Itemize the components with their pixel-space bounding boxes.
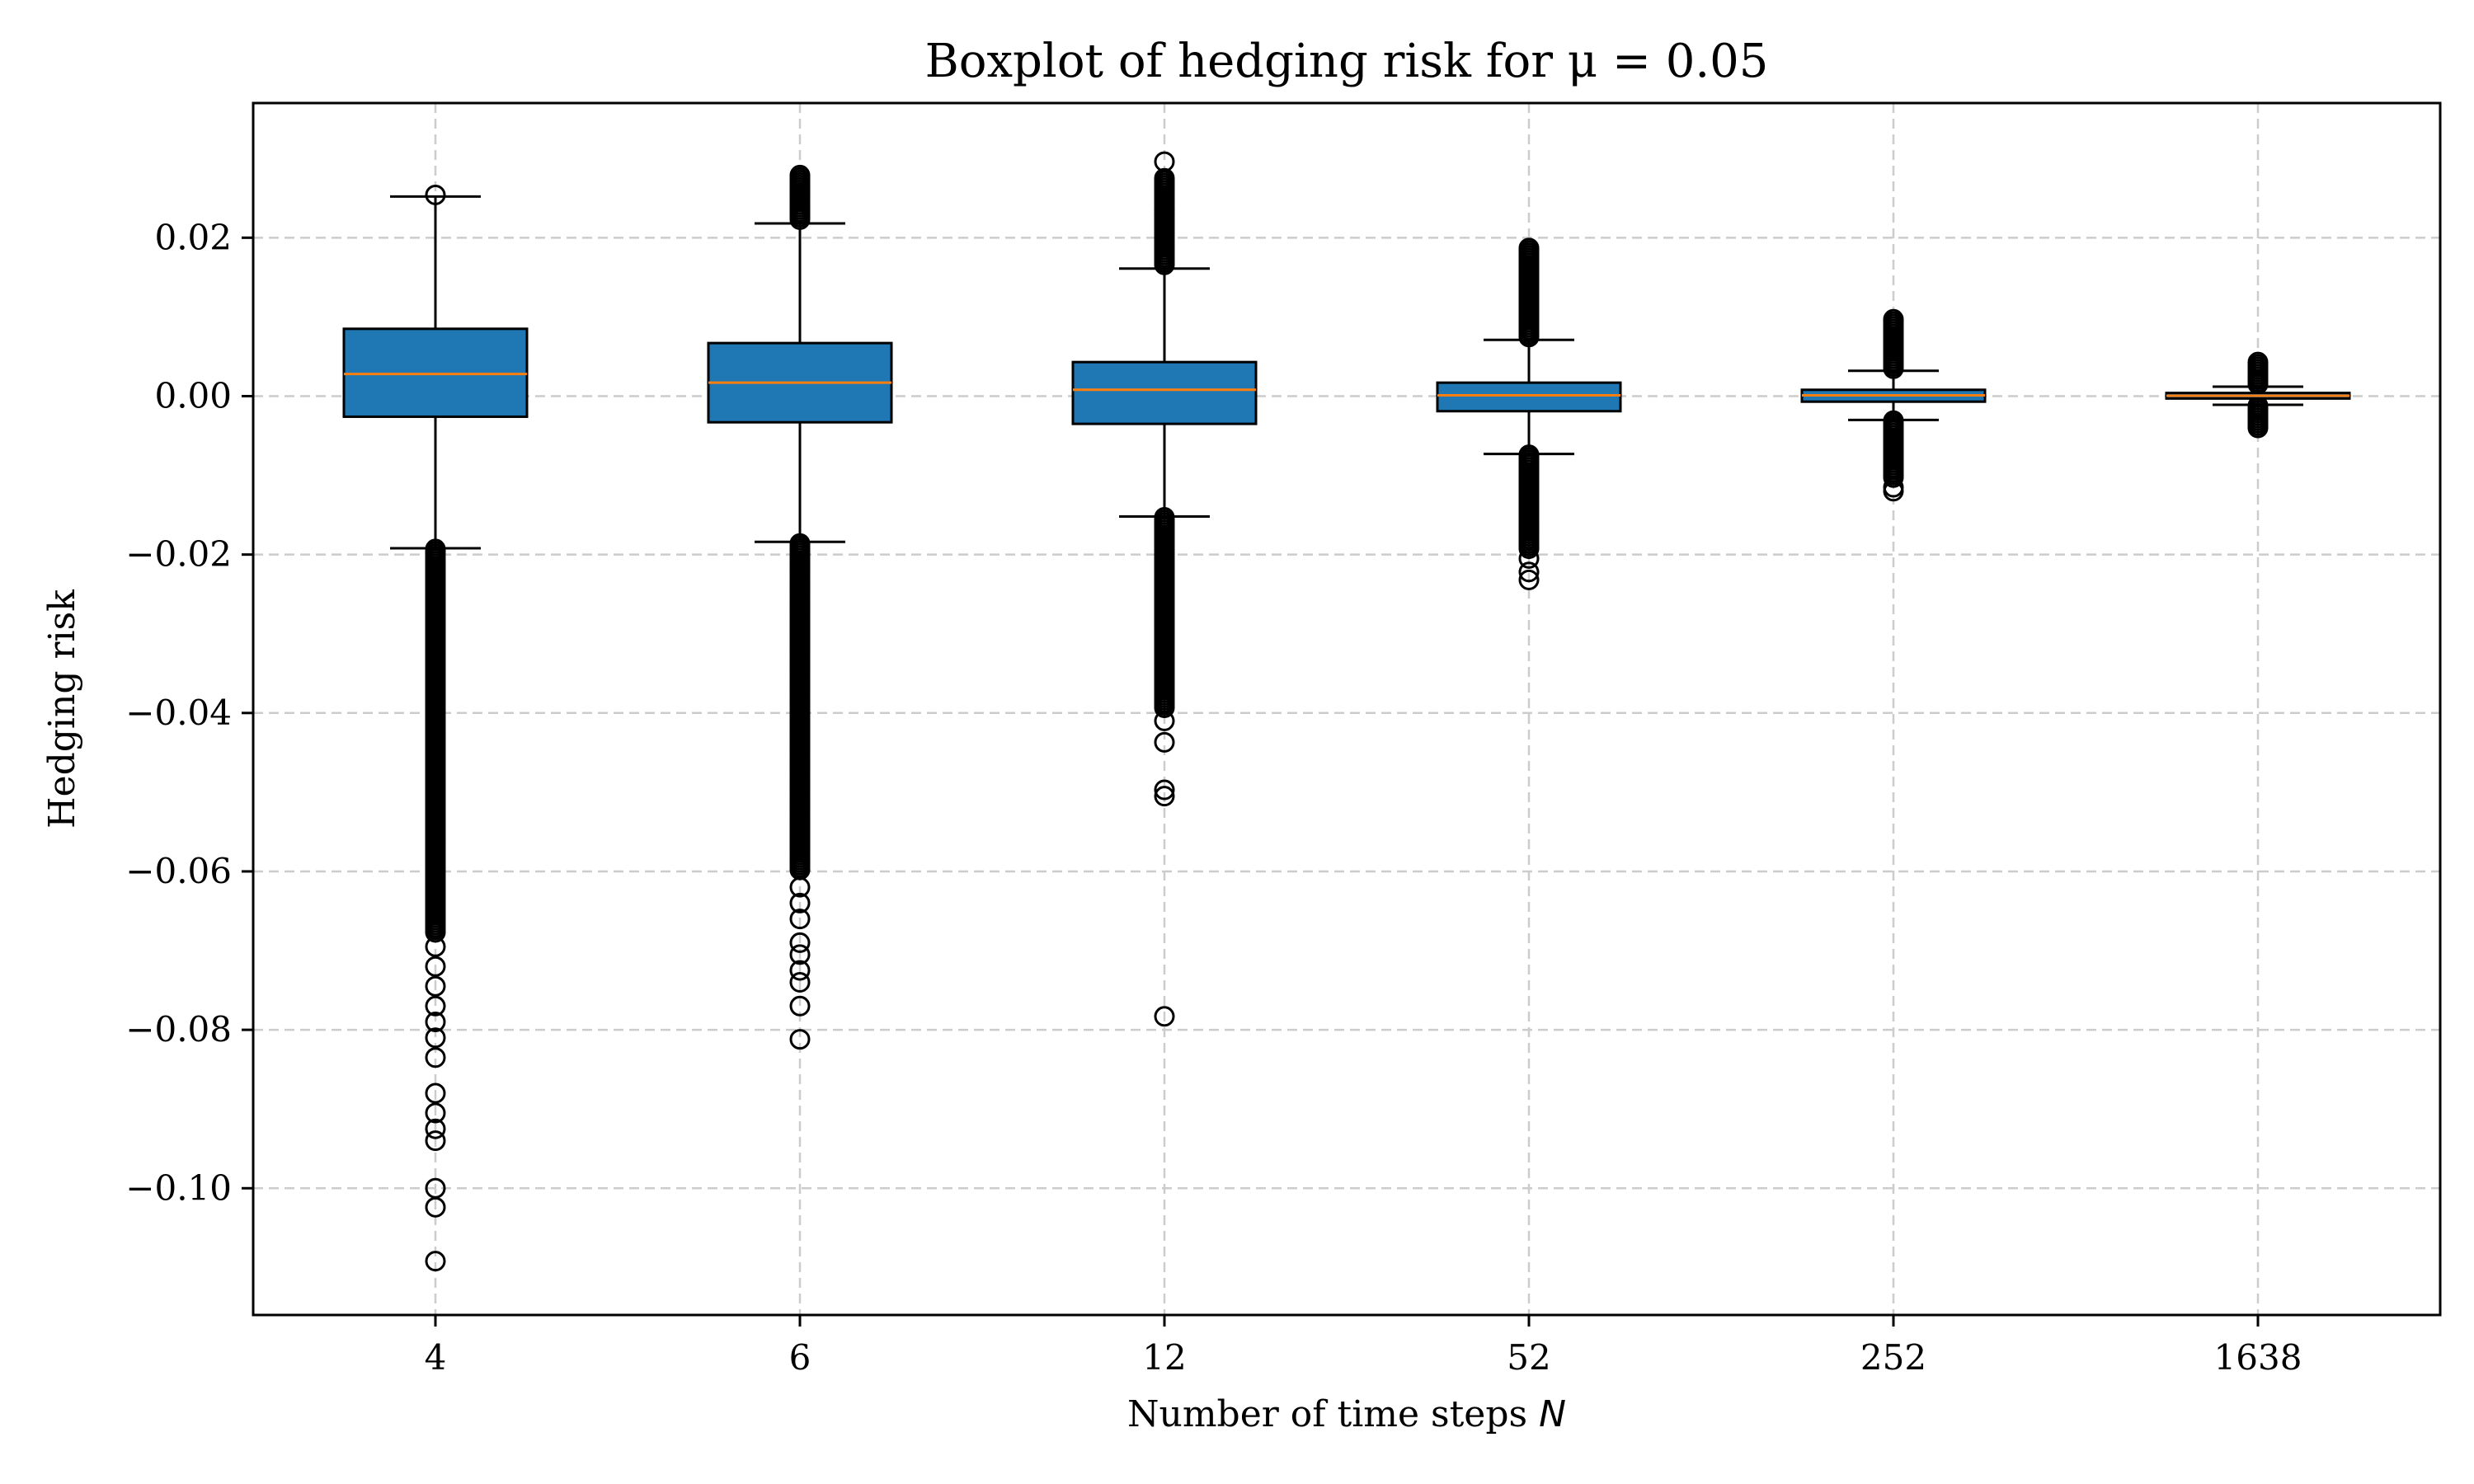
- outlier-point-low: [789, 944, 811, 965]
- outlier-point-high: [425, 184, 446, 205]
- outlier-point-low: [1518, 547, 1540, 569]
- y-tick-label: 0.00: [154, 375, 232, 416]
- outlier-point-low: [1154, 710, 1175, 731]
- outlier-point-low: [425, 1012, 446, 1033]
- x-tick-label: 12: [1142, 1337, 1186, 1378]
- box-iqr: [1436, 381, 1622, 413]
- ticks-layer: 0.02 0.00 −0.02 −0.04 −0.06 −0.08 −0.10 4 6 12 52 2…: [125, 217, 2302, 1378]
- outlier-point-high: [1154, 151, 1175, 172]
- y-tick-label: −0.10: [125, 1167, 232, 1208]
- outlier-point-low: [1154, 1006, 1175, 1027]
- box-group-12: [1071, 151, 1258, 1027]
- x-axis-label: Number of time steps N: [1127, 1393, 1566, 1435]
- y-tick-label: 0.02: [154, 217, 232, 257]
- boxes-layer: [342, 151, 2351, 1272]
- grid-layer: [253, 103, 2440, 1315]
- outlier-point-low: [425, 922, 446, 943]
- outlier-point-low: [425, 956, 446, 977]
- outlier-point-low: [425, 1196, 446, 1218]
- outlier-point-low: [1154, 786, 1175, 807]
- outlier-point-low: [789, 876, 811, 898]
- outlier-point-low: [1883, 467, 1904, 488]
- x-tick-label: 52: [1507, 1337, 1550, 1378]
- outlier-point-low: [789, 909, 811, 930]
- outlier-point-low: [789, 960, 811, 981]
- y-tick-label: −0.02: [125, 534, 232, 575]
- box-group-4: [342, 184, 529, 1272]
- y-tick-label: −0.06: [125, 851, 232, 891]
- outlier-point-low: [425, 1047, 446, 1068]
- plot-frame: [252, 101, 2442, 1317]
- x-tick-label: 6: [789, 1337, 811, 1378]
- outlier-point-low: [425, 1130, 446, 1152]
- outlier-point-high: [1518, 326, 1540, 348]
- outlier-point-low: [425, 936, 446, 957]
- outlier-point-low: [1154, 731, 1175, 753]
- y-axis-label: Hedging risk: [41, 589, 83, 829]
- outlier-point-low: [2247, 417, 2269, 439]
- outlier-point-low: [1518, 569, 1540, 590]
- box-group-52: [1436, 237, 1622, 590]
- x-tick-label: 1638: [2214, 1337, 2302, 1378]
- outlier-point-high: [1883, 358, 1904, 379]
- outlier-point-low: [1154, 697, 1175, 718]
- box-group-6: [707, 164, 893, 1050]
- outlier-point-low: [425, 1251, 446, 1272]
- outlier-point-low: [425, 1102, 446, 1124]
- chart-title: Boxplot of hedging risk for μ = 0.05: [925, 35, 1769, 88]
- outlier-point-low: [1154, 779, 1175, 801]
- outlier-point-low: [789, 1029, 811, 1050]
- outlier-point-low: [425, 1027, 446, 1049]
- box-group-252: [1800, 308, 1987, 502]
- outlier-point-low: [789, 971, 811, 993]
- y-tick-label: −0.08: [125, 1009, 232, 1050]
- outlier-point-low: [789, 892, 811, 913]
- outlier-point-low: [1883, 481, 1904, 502]
- y-tick-label: −0.04: [125, 693, 232, 733]
- outlier-point-low: [789, 932, 811, 953]
- outlier-point-high: [789, 209, 811, 230]
- outlier-point-low: [425, 995, 446, 1017]
- x-tick-label: 4: [425, 1337, 447, 1378]
- outlier-point-high: [1154, 254, 1175, 275]
- outlier-point-low: [1518, 538, 1540, 560]
- box-group-1638: [2165, 351, 2351, 439]
- outlier-point-low: [1518, 561, 1540, 583]
- box-iqr: [1071, 360, 1258, 425]
- outlier-point-low: [425, 1118, 446, 1139]
- outlier-point-low: [425, 975, 446, 997]
- x-tick-label: 252: [1860, 1337, 1926, 1378]
- outlier-point-low: [425, 1082, 446, 1104]
- outlier-point-low: [789, 995, 811, 1017]
